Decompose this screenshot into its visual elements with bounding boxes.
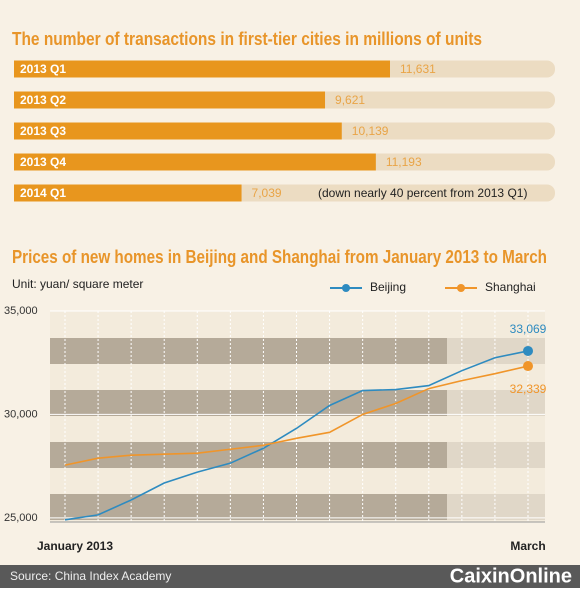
bar (14, 153, 376, 171)
legend-marker (457, 284, 465, 292)
band (50, 390, 447, 416)
bar (14, 91, 326, 109)
value-label: 11,193 (386, 155, 422, 169)
value-label: 33,069 (510, 322, 547, 336)
band (50, 494, 447, 520)
band (447, 390, 545, 416)
category-label: 2013 Q1 (20, 62, 66, 76)
value-label: 32,339 (510, 382, 547, 396)
x-tick-label: March (510, 539, 545, 553)
legend-label: Shanghai (485, 280, 536, 294)
series-line (64, 365, 529, 466)
series-line (64, 350, 529, 521)
band (447, 494, 545, 520)
legend-label: Beijing (370, 280, 406, 294)
value-label: 9,621 (335, 93, 365, 107)
y-tick-label: 25,000 (4, 512, 38, 524)
y-tick-label: 30,000 (4, 408, 38, 420)
value-label: 10,139 (352, 124, 389, 138)
source: Source: China Index Academy (10, 569, 171, 583)
annotation: (down nearly 40 percent from 2013 Q1) (318, 186, 527, 200)
band (50, 338, 447, 364)
end-point (523, 361, 533, 372)
category-label: 2014 Q1 (20, 186, 66, 200)
bar (14, 184, 242, 202)
x-tick-label: January 2013 (37, 539, 113, 553)
line-chart-title: Prices of new homes in Beijing and Shang… (12, 247, 547, 267)
end-point (523, 345, 533, 356)
category-label: 2013 Q2 (20, 93, 66, 107)
category-label: 2013 Q4 (20, 155, 66, 169)
footer-bar (0, 565, 580, 588)
y-tick-label: 35,000 (4, 305, 38, 317)
bar-chart-title: The number of transactions in first-tier… (12, 29, 482, 49)
bar (14, 122, 342, 140)
band (447, 442, 545, 468)
legend-marker (342, 284, 350, 292)
category-label: 2013 Q3 (20, 124, 66, 138)
value-label: 11,631 (400, 62, 436, 76)
value-label: 7,039 (252, 186, 282, 200)
bar (14, 60, 390, 78)
logo: CaixinOnline (450, 565, 572, 587)
subtitle: Unit: yuan/ square meter (12, 277, 143, 291)
plot-background (50, 311, 545, 522)
